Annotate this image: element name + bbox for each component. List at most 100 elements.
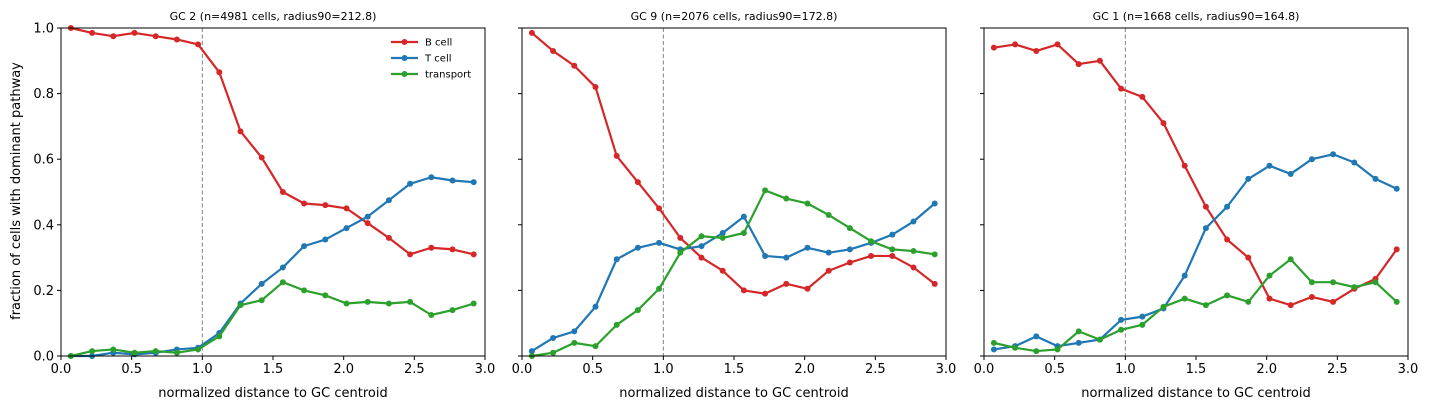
data-point-transport	[783, 195, 790, 202]
data-point-t-cell	[1245, 175, 1252, 182]
data-point-t-cell	[1308, 156, 1315, 163]
data-point-b-cell	[990, 44, 997, 51]
data-point-b-cell	[110, 33, 117, 40]
data-point-t-cell	[1181, 272, 1188, 279]
data-point-b-cell	[677, 234, 684, 241]
series-line-transport	[531, 189, 935, 358]
data-point-b-cell	[195, 41, 202, 48]
data-point-transport	[216, 333, 223, 340]
data-point-transport	[152, 348, 159, 355]
data-point-t-cell	[385, 197, 392, 204]
x-tick-label: 1.0	[192, 362, 213, 377]
chart-panel-2: 0.0 0.5 1.0 1.5 2.0 2.5 3.0 GC 9 (n=2076 cells,…	[512, 10, 957, 401]
data-point-transport	[656, 285, 663, 292]
legend-marker	[401, 55, 408, 61]
data-point-transport	[1308, 279, 1315, 286]
data-point-transport	[868, 238, 875, 245]
data-point-transport	[110, 346, 117, 353]
data-point-t-cell	[428, 174, 435, 181]
data-point-t-cell	[889, 231, 896, 238]
x-tick-label: 0.0	[512, 362, 533, 377]
data-point-b-cell	[131, 29, 138, 36]
x-tick-label: 0.0	[51, 362, 72, 377]
data-point-t-cell	[1224, 203, 1231, 210]
data-point-transport	[1160, 303, 1167, 310]
data-point-b-cell	[528, 29, 535, 36]
data-point-b-cell	[407, 251, 414, 258]
data-point-transport	[1266, 272, 1273, 279]
y-tick-label: 0.4	[33, 218, 54, 233]
data-point-transport	[470, 300, 477, 307]
data-point-transport	[449, 307, 456, 314]
data-point-b-cell	[1308, 293, 1315, 300]
data-point-transport	[258, 297, 265, 304]
x-tick-label: 0.5	[121, 362, 142, 377]
data-point-transport	[1118, 326, 1125, 333]
x-axis-label: normalized distance to GC centroid	[1081, 386, 1310, 401]
data-point-b-cell	[343, 205, 350, 212]
data-point-t-cell	[301, 243, 308, 250]
data-point-b-cell	[385, 234, 392, 241]
data-point-transport	[1287, 256, 1294, 263]
data-point-transport	[825, 211, 832, 218]
data-point-b-cell	[1012, 41, 1019, 48]
data-point-b-cell	[279, 189, 286, 195]
data-point-t-cell	[698, 243, 705, 250]
data-point-transport	[990, 339, 997, 346]
data-point-t-cell	[1139, 313, 1146, 320]
x-axis-label: normalized distance to GC centroid	[619, 386, 848, 401]
x-tick-label: 2.0	[1256, 362, 1277, 377]
data-point-t-cell	[719, 230, 726, 236]
x-axis-label: normalized distance to GC centroid	[158, 386, 387, 401]
chart-title: GC 2 (n=4981 cells, radius90=212.8)	[170, 10, 377, 23]
data-point-t-cell	[656, 239, 663, 246]
data-point-t-cell	[990, 346, 997, 353]
series-line-transport	[70, 281, 475, 358]
data-point-t-cell	[1372, 175, 1379, 182]
x-tick-label: 0.0	[974, 362, 995, 377]
data-point-transport	[1330, 279, 1337, 286]
data-point-t-cell	[470, 179, 477, 186]
data-point-b-cell	[470, 251, 477, 258]
data-point-b-cell	[152, 33, 159, 40]
data-point-b-cell	[1054, 41, 1061, 48]
data-point-t-cell	[634, 244, 641, 251]
x-tick-label: 2.5	[1327, 362, 1348, 377]
data-point-transport	[1054, 346, 1061, 353]
x-tick-label: 3.0	[936, 362, 957, 377]
data-point-transport	[131, 349, 138, 356]
legend-label: B cell	[425, 38, 452, 49]
data-point-transport	[1033, 348, 1040, 355]
data-point-transport	[931, 251, 938, 258]
data-point-b-cell	[698, 254, 705, 261]
data-point-t-cell	[364, 213, 371, 220]
data-point-transport	[592, 343, 599, 350]
data-point-transport	[804, 200, 811, 207]
data-point-transport	[1139, 321, 1146, 328]
series-line-b-cell	[70, 26, 474, 256]
data-point-b-cell	[1266, 295, 1273, 302]
data-point-transport	[613, 321, 620, 328]
data-point-t-cell	[846, 246, 853, 253]
y-tick-label: 0.2	[33, 284, 54, 299]
data-point-t-cell	[258, 280, 265, 287]
data-point-b-cell	[322, 202, 329, 209]
data-point-b-cell	[173, 36, 180, 43]
data-point-t-cell	[1266, 162, 1273, 169]
data-point-transport	[889, 246, 896, 253]
data-point-b-cell	[237, 128, 244, 135]
data-point-t-cell	[449, 177, 456, 184]
data-point-b-cell	[1330, 298, 1337, 305]
data-point-b-cell	[804, 285, 811, 292]
data-point-transport	[571, 339, 578, 346]
data-point-b-cell	[1033, 47, 1040, 54]
data-point-transport	[385, 300, 392, 307]
data-point-transport	[910, 248, 917, 255]
series-line-transport	[993, 258, 1398, 353]
data-point-b-cell	[1075, 61, 1082, 68]
data-point-t-cell	[762, 252, 769, 259]
data-point-t-cell	[528, 348, 535, 355]
data-point-b-cell	[1160, 120, 1167, 127]
data-point-transport	[1012, 344, 1019, 351]
